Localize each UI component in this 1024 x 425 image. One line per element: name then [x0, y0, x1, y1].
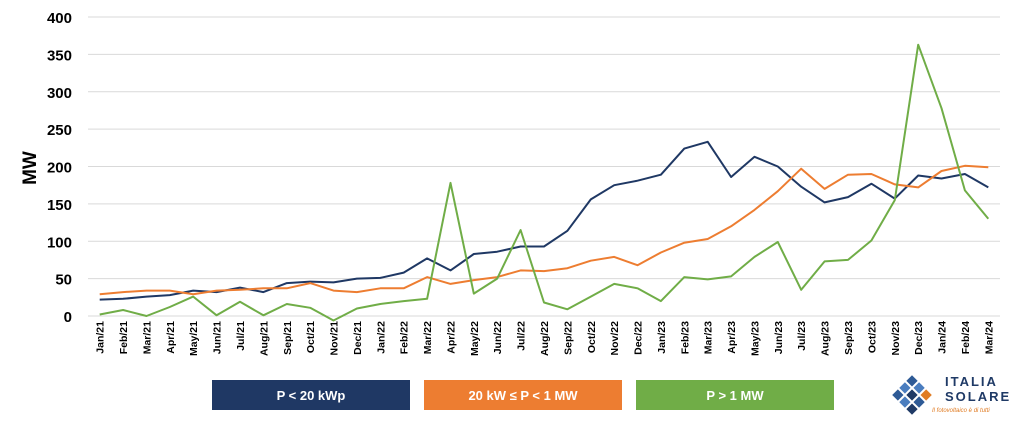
- y-tick-label: 150: [47, 197, 72, 214]
- x-tick-label: Sep/23: [843, 321, 855, 355]
- x-tick-label: Dec/21: [352, 321, 364, 355]
- x-tick-label: Jul/22: [516, 321, 528, 351]
- x-tick-label: May/22: [469, 321, 481, 356]
- series-lines: [100, 45, 989, 321]
- x-tick-label: Mar/21: [141, 321, 153, 354]
- x-tick-label: Sep/22: [562, 321, 574, 355]
- x-tick-label: Jun/22: [492, 321, 504, 354]
- italia-solare-logo: ITALIA SOLARE Il fotovoltaico è di tutti: [888, 372, 1024, 420]
- x-tick-label: Nov/22: [609, 321, 621, 356]
- x-tick-label: Jan/21: [95, 321, 107, 354]
- legend-label-small: P < 20 kWp: [277, 388, 346, 403]
- x-tick-label: Oct/23: [866, 321, 878, 353]
- legend-label-medium: 20 kW ≤ P < 1 MW: [468, 388, 577, 403]
- x-tick-label: Nov/21: [329, 321, 341, 356]
- x-tick-label: Jul/21: [235, 321, 247, 351]
- logo-text-solare: SOLARE: [945, 389, 1011, 404]
- x-tick-label: May/21: [188, 321, 200, 356]
- x-tick-label: Dec/22: [633, 321, 645, 355]
- y-tick-label: 0: [64, 309, 72, 326]
- series-line-1: [100, 166, 989, 294]
- y-tick-label: 350: [47, 47, 72, 64]
- logo-text-italia: ITALIA: [945, 374, 998, 389]
- x-tick-label: Jan/23: [656, 321, 668, 354]
- x-tick-label: Jan/24: [937, 321, 949, 354]
- x-tick-label: Dec/23: [913, 321, 925, 355]
- logo-tagline: Il fotovoltaico è di tutti: [932, 408, 990, 414]
- legend-item-large: P > 1 MW: [636, 380, 834, 410]
- x-tick-label: Apr/21: [165, 321, 177, 354]
- x-tick-label: Feb/22: [399, 321, 411, 354]
- x-tick-label: Jun/21: [212, 321, 224, 354]
- series-line-2: [100, 45, 989, 321]
- x-tick-label: Feb/24: [960, 321, 972, 354]
- x-tick-label: May/23: [749, 321, 761, 356]
- x-tick-label: Apr/22: [445, 321, 457, 354]
- legend-item-medium: 20 kW ≤ P < 1 MW: [424, 380, 622, 410]
- y-axis-label: MW: [20, 151, 41, 185]
- y-tick-label: 50: [55, 272, 72, 289]
- x-tick-label: Mar/24: [983, 321, 995, 354]
- x-tick-label: Oct/22: [586, 321, 598, 353]
- x-axis-ticks: Jan/21 Feb/21 Mar/21 Apr/21 May/21 Jun/21 Jul/…: [95, 321, 996, 356]
- y-tick-label: 300: [47, 85, 72, 102]
- x-tick-label: Mar/22: [422, 321, 434, 354]
- logo-diamond-icon: [890, 372, 934, 418]
- x-tick-label: Nov/23: [890, 321, 902, 356]
- x-tick-label: Jun/23: [773, 321, 785, 354]
- y-axis-ticks: 0 50 100 150 200 250 300 350 400: [47, 10, 72, 326]
- x-tick-label: Feb/21: [118, 321, 130, 354]
- x-tick-label: Aug/21: [258, 321, 270, 356]
- y-tick-label: 250: [47, 122, 72, 139]
- x-tick-label: Sep/21: [282, 321, 294, 355]
- y-tick-label: 200: [47, 160, 72, 177]
- x-tick-label: Mar/23: [703, 321, 715, 354]
- series-line-0: [100, 142, 989, 300]
- x-tick-label: Apr/23: [726, 321, 738, 354]
- y-tick-label: 100: [47, 234, 72, 251]
- x-tick-label: Feb/23: [679, 321, 691, 354]
- x-tick-label: Aug/22: [539, 321, 551, 356]
- x-tick-label: Oct/21: [305, 321, 317, 353]
- legend-item-small: P < 20 kWp: [212, 380, 410, 410]
- x-tick-label: Aug/23: [820, 321, 832, 356]
- x-tick-label: Jul/23: [796, 321, 808, 351]
- y-tick-label: 400: [47, 10, 72, 27]
- legend-label-large: P > 1 MW: [706, 388, 763, 403]
- x-tick-label: Jan/22: [375, 321, 387, 354]
